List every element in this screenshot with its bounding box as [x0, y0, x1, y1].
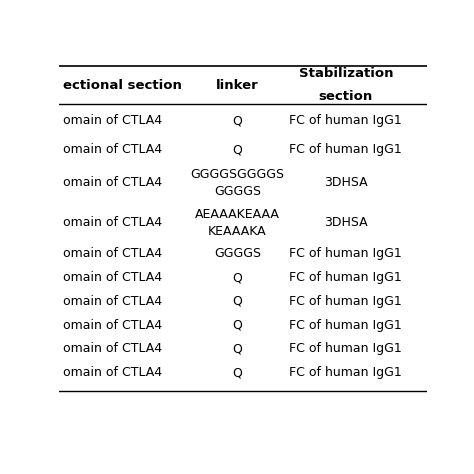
Text: Q: Q: [232, 342, 242, 356]
Text: Q: Q: [232, 144, 242, 156]
Text: Stabilization
section: Stabilization section: [299, 67, 393, 103]
Text: FC of human IgG1: FC of human IgG1: [290, 319, 402, 332]
Text: omain of CTLA4: omain of CTLA4: [63, 247, 162, 261]
Text: AEAAAKEAAA
KEAAAKA: AEAAAKEAAA KEAAAKA: [195, 208, 280, 238]
Text: omain of CTLA4: omain of CTLA4: [63, 217, 162, 229]
Text: 3DHSA: 3DHSA: [324, 176, 368, 189]
Text: omain of CTLA4: omain of CTLA4: [63, 114, 162, 127]
Text: omain of CTLA4: omain of CTLA4: [63, 366, 162, 379]
Text: Q: Q: [232, 319, 242, 332]
Text: Q: Q: [232, 366, 242, 379]
Text: GGGGSGGGGS
GGGGS: GGGGSGGGGS GGGGS: [191, 168, 284, 198]
Text: linker: linker: [216, 79, 259, 91]
Text: omain of CTLA4: omain of CTLA4: [63, 319, 162, 332]
Text: omain of CTLA4: omain of CTLA4: [63, 271, 162, 284]
Text: Q: Q: [232, 114, 242, 127]
Text: FC of human IgG1: FC of human IgG1: [290, 144, 402, 156]
Text: GGGGS: GGGGS: [214, 247, 261, 261]
Text: Q: Q: [232, 295, 242, 308]
Text: ectional section: ectional section: [63, 79, 182, 91]
Text: FC of human IgG1: FC of human IgG1: [290, 342, 402, 356]
Text: omain of CTLA4: omain of CTLA4: [63, 176, 162, 189]
Text: Q: Q: [232, 271, 242, 284]
Text: FC of human IgG1: FC of human IgG1: [290, 271, 402, 284]
Text: FC of human IgG1: FC of human IgG1: [290, 295, 402, 308]
Text: 3DHSA: 3DHSA: [324, 217, 368, 229]
Text: omain of CTLA4: omain of CTLA4: [63, 342, 162, 356]
Text: FC of human IgG1: FC of human IgG1: [290, 247, 402, 261]
Text: FC of human IgG1: FC of human IgG1: [290, 114, 402, 127]
Text: omain of CTLA4: omain of CTLA4: [63, 144, 162, 156]
Text: FC of human IgG1: FC of human IgG1: [290, 366, 402, 379]
Text: omain of CTLA4: omain of CTLA4: [63, 295, 162, 308]
